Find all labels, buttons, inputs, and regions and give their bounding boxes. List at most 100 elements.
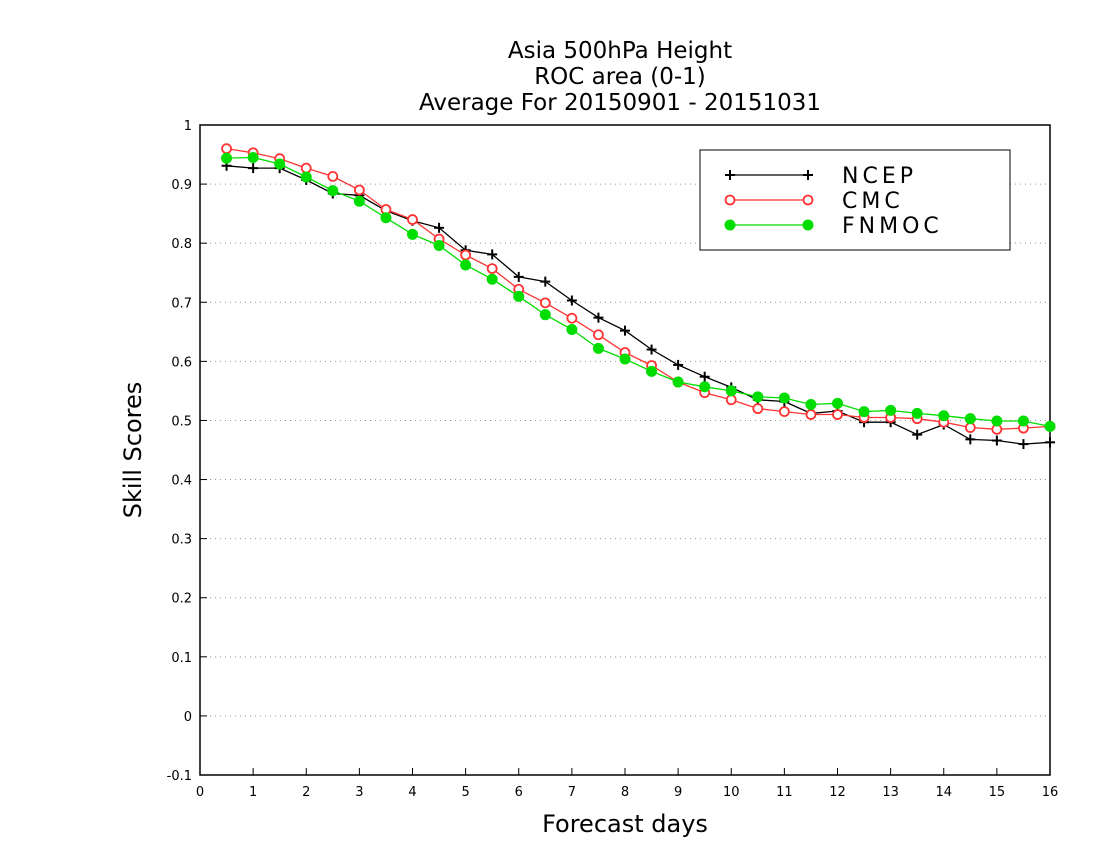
- fnmoc-marker: [964, 413, 976, 425]
- fnmoc-marker: [353, 195, 365, 207]
- x-tick-label: 12: [829, 785, 846, 800]
- y-tick-label: 0.2: [171, 592, 192, 607]
- ncep-marker: [434, 222, 445, 233]
- x-tick-label: 13: [882, 785, 899, 800]
- y-tick-label: -0.1: [167, 769, 192, 784]
- cmc-marker: [221, 143, 232, 155]
- fnmoc-marker: [938, 410, 950, 422]
- x-tick-label: 10: [723, 785, 740, 800]
- x-tick-label: 15: [989, 785, 1006, 800]
- legend-label: FNMOC: [842, 214, 943, 239]
- fnmoc-marker: [486, 273, 498, 285]
- x-tick-label: 6: [515, 785, 523, 800]
- ncep-marker: [991, 435, 1002, 446]
- y-tick-label: 1: [184, 119, 192, 134]
- y-tick-label: 0.4: [171, 474, 192, 489]
- fnmoc-marker: [300, 171, 312, 183]
- x-tick-label: 2: [302, 785, 310, 800]
- fnmoc-marker: [619, 353, 631, 365]
- y-axis-label: Skill Scores: [119, 382, 147, 519]
- x-axis-label: Forecast days: [542, 810, 708, 838]
- fnmoc-marker: [592, 342, 604, 354]
- x-tick-label: 7: [568, 785, 576, 800]
- legend-label: CMC: [842, 189, 904, 214]
- x-tick-label: 1: [249, 785, 257, 800]
- fnmoc-marker: [832, 397, 843, 409]
- ncep-marker: [620, 325, 630, 336]
- cmc-marker: [778, 406, 790, 417]
- cmc-marker: [724, 194, 736, 206]
- ncep-marker: [593, 312, 604, 323]
- x-tick-label: 3: [355, 785, 363, 800]
- cmc-marker: [539, 297, 551, 309]
- fnmoc-marker: [672, 376, 684, 388]
- ncep-marker: [1018, 439, 1029, 450]
- x-tick-label: 4: [408, 785, 416, 800]
- y-tick-label: 0.1: [171, 651, 192, 666]
- ncep-marker: [965, 434, 976, 445]
- x-tick-label: 14: [935, 785, 952, 800]
- cmc-marker: [832, 409, 843, 420]
- y-axis-ticks: 1 0.9 0.8 0.7 0.6 0.5 0.4 0.3 0.2 0.1 0 -0.1: [167, 119, 207, 784]
- y-tick-label: 0.3: [171, 533, 192, 548]
- legend-item-fnmoc: FNMOC: [724, 214, 943, 239]
- ncep-marker: [725, 170, 735, 180]
- fnmoc-marker: [778, 392, 790, 404]
- ncep-marker: [673, 359, 684, 370]
- title-line-3: Average For 20150901 - 20151031: [419, 90, 821, 116]
- ncep-marker: [803, 170, 813, 180]
- y-tick-label: 0.5: [171, 414, 192, 429]
- fnmoc-marker: [725, 385, 737, 397]
- fnmoc-marker: [1017, 415, 1029, 427]
- chart-title: Asia 500hPa Height ROC area (0-1) Averag…: [419, 38, 821, 116]
- y-tick-label: 0.7: [171, 296, 192, 311]
- cmc-marker: [407, 214, 418, 225]
- y-tick-label: 0.6: [171, 355, 192, 370]
- x-axis-ticks: 0 1 2 3 4 5 6 7 8 9 10 11 12 13 14 15 16: [196, 768, 1058, 800]
- legend-label: NCEP: [842, 164, 917, 189]
- cmc-marker: [460, 249, 472, 261]
- fnmoc-marker: [991, 415, 1003, 427]
- x-tick-label: 16: [1042, 785, 1059, 800]
- fnmoc-marker: [802, 219, 814, 231]
- fnmoc-marker: [646, 365, 658, 377]
- fnmoc-marker: [724, 219, 736, 231]
- legend-item-cmc: CMC: [724, 189, 904, 214]
- y-tick-label: 0.9: [171, 178, 192, 193]
- fnmoc-marker: [460, 259, 472, 271]
- ncep-marker: [513, 271, 524, 282]
- cmc-marker: [805, 409, 817, 420]
- ncep-marker: [912, 429, 923, 440]
- x-tick-label: 0: [196, 785, 204, 800]
- ncep-marker: [540, 276, 551, 287]
- cmc-marker: [327, 171, 339, 182]
- x-tick-label: 5: [461, 785, 469, 800]
- fnmoc-marker: [752, 391, 764, 403]
- fnmoc-marker: [1044, 420, 1056, 432]
- x-tick-label: 8: [621, 785, 629, 800]
- ncep-marker: [248, 163, 259, 174]
- ncep-marker: [566, 295, 577, 306]
- fnmoc-marker: [805, 399, 817, 410]
- fnmoc-marker: [885, 404, 897, 416]
- y-tick-label: 0: [184, 710, 192, 725]
- title-line-1: Asia 500hPa Height: [508, 38, 732, 64]
- fnmoc-marker: [699, 381, 711, 393]
- fnmoc-marker: [566, 323, 578, 335]
- fnmoc-marker: [911, 407, 923, 419]
- ncep-marker: [487, 249, 498, 260]
- cmc-marker: [486, 263, 498, 274]
- fnmoc-marker: [380, 212, 392, 224]
- x-tick-label: 9: [674, 785, 682, 800]
- gridlines: [200, 183, 1050, 717]
- cmc-marker: [300, 162, 312, 174]
- fnmoc-marker: [858, 406, 870, 418]
- cmc-marker: [964, 422, 976, 433]
- fnmoc-marker: [327, 185, 339, 197]
- title-line-2: ROC area (0-1): [534, 64, 706, 90]
- fnmoc-marker: [433, 240, 445, 252]
- cmc-marker: [802, 194, 814, 206]
